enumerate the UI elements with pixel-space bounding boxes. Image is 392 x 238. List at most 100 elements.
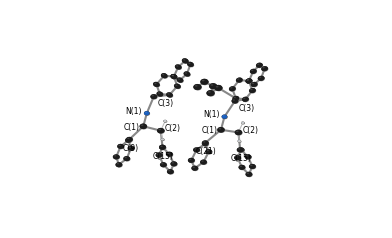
Ellipse shape <box>261 66 268 71</box>
Ellipse shape <box>207 150 209 151</box>
Ellipse shape <box>188 158 194 163</box>
Ellipse shape <box>256 63 263 68</box>
Ellipse shape <box>203 141 209 146</box>
Ellipse shape <box>234 129 242 135</box>
Ellipse shape <box>117 144 124 149</box>
Ellipse shape <box>128 146 135 151</box>
Ellipse shape <box>171 162 178 167</box>
Ellipse shape <box>238 140 240 141</box>
Ellipse shape <box>203 141 205 143</box>
Ellipse shape <box>246 79 253 84</box>
Ellipse shape <box>153 82 160 87</box>
Ellipse shape <box>218 128 225 133</box>
Ellipse shape <box>238 148 244 153</box>
Ellipse shape <box>157 128 164 133</box>
Ellipse shape <box>245 172 252 177</box>
Ellipse shape <box>171 74 177 79</box>
Ellipse shape <box>203 142 209 147</box>
Text: C(1): C(1) <box>124 123 140 132</box>
Ellipse shape <box>127 138 129 139</box>
Ellipse shape <box>161 138 164 141</box>
Ellipse shape <box>234 97 236 98</box>
Ellipse shape <box>126 137 132 142</box>
Ellipse shape <box>230 87 232 89</box>
Ellipse shape <box>185 72 187 74</box>
Ellipse shape <box>125 138 132 143</box>
Ellipse shape <box>160 145 166 150</box>
Ellipse shape <box>245 155 252 160</box>
Text: C(1): C(1) <box>201 126 218 135</box>
Ellipse shape <box>195 85 198 87</box>
Ellipse shape <box>188 63 191 64</box>
Ellipse shape <box>167 153 170 154</box>
Ellipse shape <box>184 71 190 76</box>
Ellipse shape <box>124 157 131 162</box>
Ellipse shape <box>126 137 133 142</box>
Ellipse shape <box>159 145 166 150</box>
Ellipse shape <box>238 140 241 142</box>
Ellipse shape <box>194 148 200 153</box>
Ellipse shape <box>209 83 217 89</box>
Ellipse shape <box>252 83 254 84</box>
Ellipse shape <box>176 77 183 83</box>
Ellipse shape <box>157 91 163 97</box>
Ellipse shape <box>214 85 223 91</box>
Ellipse shape <box>200 79 209 85</box>
Ellipse shape <box>215 85 223 91</box>
Ellipse shape <box>128 146 134 151</box>
Ellipse shape <box>247 79 249 81</box>
Ellipse shape <box>258 76 265 81</box>
Ellipse shape <box>231 99 238 104</box>
Ellipse shape <box>156 91 163 97</box>
Ellipse shape <box>249 164 256 169</box>
Ellipse shape <box>238 140 241 143</box>
Ellipse shape <box>236 78 243 83</box>
Ellipse shape <box>207 91 215 97</box>
Ellipse shape <box>140 124 147 129</box>
Ellipse shape <box>209 83 217 89</box>
Ellipse shape <box>188 62 194 67</box>
Ellipse shape <box>230 87 236 92</box>
Ellipse shape <box>250 82 258 87</box>
Ellipse shape <box>242 97 249 102</box>
Ellipse shape <box>238 148 245 153</box>
Ellipse shape <box>250 89 252 90</box>
Ellipse shape <box>245 78 252 84</box>
Ellipse shape <box>118 145 121 146</box>
Ellipse shape <box>246 172 253 177</box>
Ellipse shape <box>156 153 163 158</box>
Ellipse shape <box>241 122 245 124</box>
Ellipse shape <box>233 99 235 101</box>
Ellipse shape <box>258 76 265 81</box>
Ellipse shape <box>160 162 167 167</box>
Ellipse shape <box>123 156 130 161</box>
Ellipse shape <box>241 122 243 123</box>
Ellipse shape <box>157 154 159 155</box>
Text: C(3): C(3) <box>157 99 173 108</box>
Ellipse shape <box>158 129 165 134</box>
Ellipse shape <box>251 70 253 71</box>
Ellipse shape <box>171 74 177 79</box>
Ellipse shape <box>245 78 252 84</box>
Ellipse shape <box>156 153 162 158</box>
Ellipse shape <box>144 111 150 115</box>
Ellipse shape <box>205 149 212 154</box>
Ellipse shape <box>208 91 211 93</box>
Ellipse shape <box>140 124 147 129</box>
Ellipse shape <box>174 84 181 89</box>
Ellipse shape <box>234 155 241 160</box>
Ellipse shape <box>192 166 199 171</box>
Ellipse shape <box>167 170 174 175</box>
Ellipse shape <box>201 160 204 162</box>
Ellipse shape <box>174 84 181 89</box>
Ellipse shape <box>172 75 174 76</box>
Ellipse shape <box>160 146 163 147</box>
Text: C(2): C(2) <box>165 124 181 134</box>
Ellipse shape <box>177 78 183 83</box>
Ellipse shape <box>167 93 170 94</box>
Ellipse shape <box>176 65 182 70</box>
Ellipse shape <box>243 98 245 99</box>
Ellipse shape <box>161 139 165 141</box>
Ellipse shape <box>240 166 242 167</box>
Ellipse shape <box>156 153 163 158</box>
